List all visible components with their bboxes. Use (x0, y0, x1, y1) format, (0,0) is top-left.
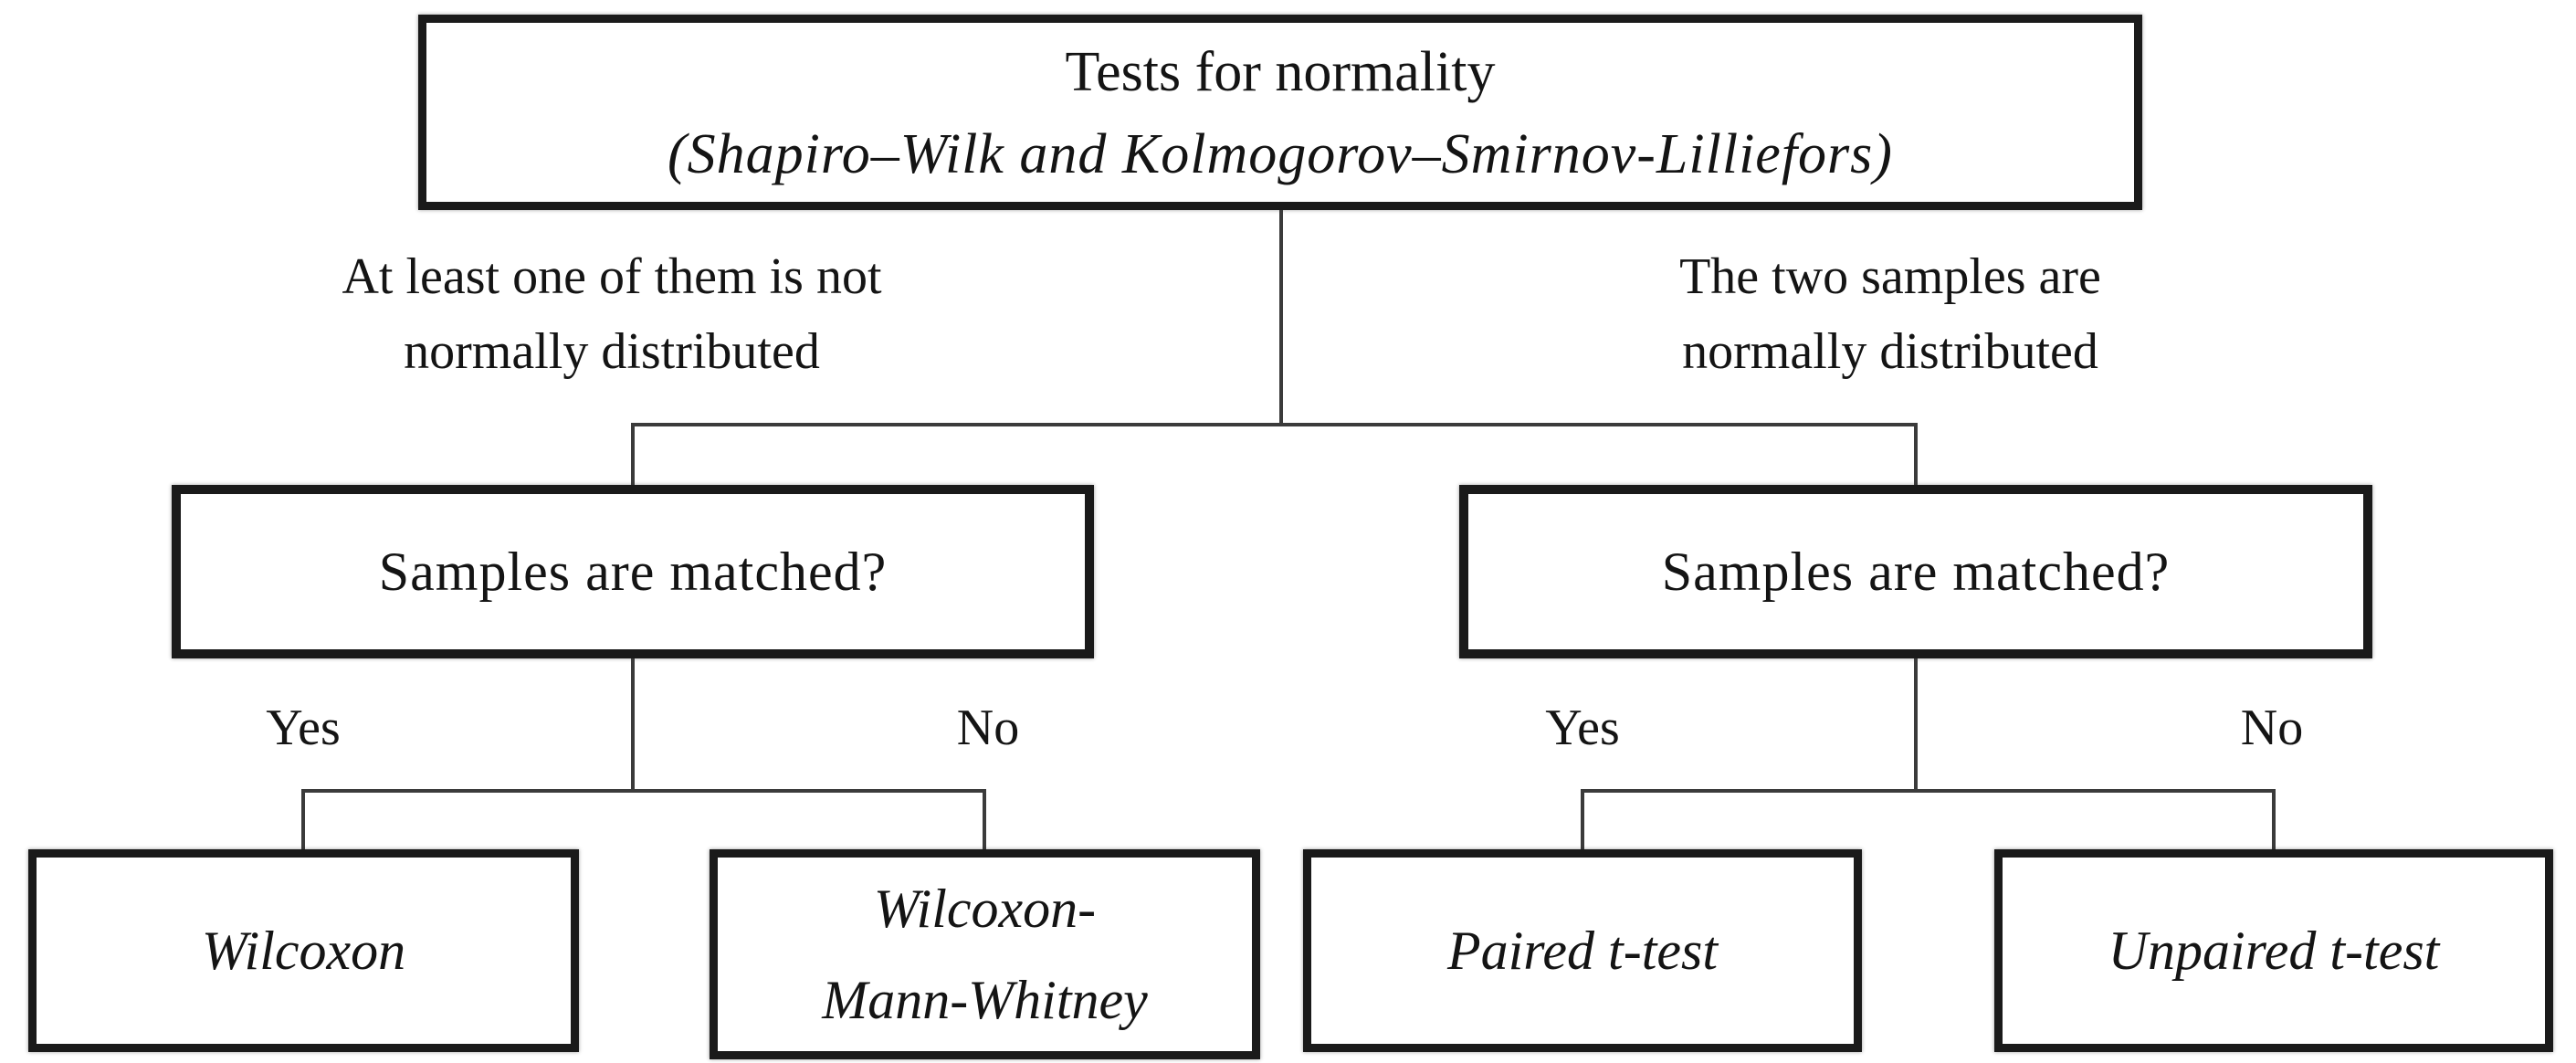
leaf-box-unpaired-ttest-text: Unpaired t-test (2108, 921, 2440, 981)
root-box-title: Tests for normality (1065, 41, 1496, 103)
leaf-box-unpaired-ttest: Unpaired t-test (1994, 849, 2553, 1052)
branch-label-normal-line1: The two samples are (1679, 248, 2101, 305)
leaf-box-paired-ttest-text: Paired t-test (1446, 921, 1719, 981)
leaf-box-wmw-line1: Wilcoxon- (873, 879, 1097, 939)
branch-label-not-normal: At least one of them is not normally dis… (342, 239, 881, 389)
connector-top-horizontal (631, 423, 1918, 426)
root-box-subtitle: (Shapiro–Wilk and Kolmogorov–Smirnov-Lil… (668, 123, 1893, 185)
branch-label-normal-line2: normally distributed (1682, 323, 2098, 380)
leaf-box-paired-ttest: Paired t-test (1303, 849, 1862, 1052)
branch-label-normal: The two samples are normally distributed (1679, 239, 2101, 389)
decision-box-right-text: Samples are matched? (1661, 541, 2171, 602)
connector-root-stem (1279, 210, 1283, 426)
leaf-box-wilcoxon-mann-whitney: Wilcoxon- Mann-Whitney (710, 849, 1260, 1059)
connector-left-decision-stem (631, 658, 635, 793)
branch-label-not-normal-line1: At least one of them is not (342, 248, 882, 305)
connector-right-horizontal (1581, 789, 2276, 793)
leaf-box-wilcoxon: Wilcoxon (28, 849, 579, 1052)
connector-drop-left-decision (631, 423, 635, 485)
connector-drop-unpaired-ttest (2272, 789, 2276, 849)
connector-left-horizontal (301, 789, 986, 793)
decision-box-right-samples-matched: Samples are matched? (1459, 485, 2372, 658)
connector-right-decision-stem (1914, 658, 1918, 793)
leaf-box-wilcoxon-text: Wilcoxon (201, 921, 406, 981)
root-box-tests-for-normality: Tests for normality (Shapiro–Wilk and Ko… (418, 15, 2142, 210)
connector-drop-paired-ttest (1581, 789, 1584, 849)
edge-label-right-no: No (2240, 700, 2304, 756)
edge-label-left-yes: Yes (266, 700, 341, 756)
connector-drop-wilcoxon (301, 789, 305, 849)
connector-drop-wilcoxon-mann-whitney (983, 789, 986, 849)
decision-box-left-samples-matched: Samples are matched? (172, 485, 1094, 658)
connector-drop-right-decision (1914, 423, 1918, 485)
decision-box-left-text: Samples are matched? (378, 541, 888, 602)
branch-label-not-normal-line2: normally distributed (404, 323, 820, 380)
leaf-box-wmw-line2: Mann-Whitney (822, 970, 1148, 1030)
edge-label-right-yes: Yes (1545, 700, 1620, 756)
edge-label-left-no: No (956, 700, 1020, 756)
